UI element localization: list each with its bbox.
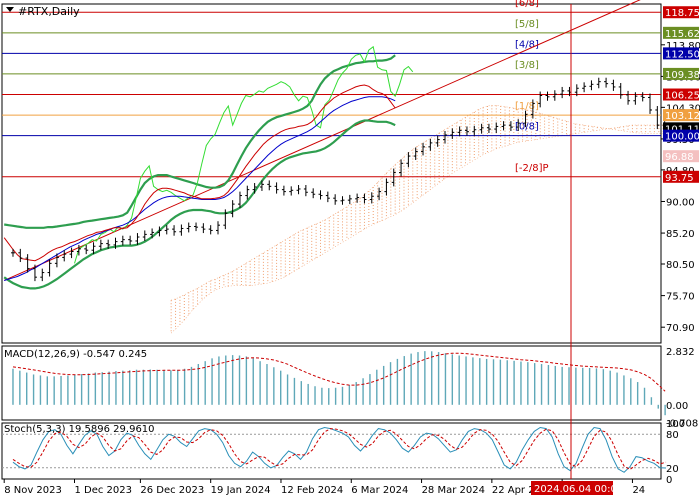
x-tick-label: 6 Mar 2024 [351, 485, 408, 496]
price-label-text: 93.75 [665, 173, 694, 184]
bollinger-lower [3, 119, 396, 290]
stoch-tick-label: 20 [666, 464, 679, 475]
cursor-time-text: 2024.06.04 00:00 [534, 484, 623, 495]
price-label-bg [663, 26, 699, 39]
stoch-tick-label: 0 [666, 475, 672, 486]
main-pane-frame [1, 3, 662, 344]
price-label-bg [663, 88, 699, 101]
price-label: 109.38 [663, 67, 700, 81]
chart-title: #RTX,Daily [18, 5, 80, 18]
x-tick-label: 22 Apr 2024 [492, 485, 554, 496]
y-tick-label: 85.20 [666, 229, 695, 240]
y-tick-label: 75.70 [666, 292, 695, 303]
price-label-text: 115.62 [665, 29, 700, 40]
stoch-tick-label: 100 [666, 419, 685, 430]
price-label: 118.75 [663, 6, 700, 19]
macd-title: MACD(12,26,9) -0.547 0.245 [4, 349, 147, 360]
bollinger-upper [4, 54, 396, 229]
murrey-level-label: [1/8] [515, 101, 539, 112]
murrey-level-label: [3/8] [515, 60, 539, 71]
price-label: 103.12 [663, 109, 700, 122]
price-label-bg [663, 47, 699, 60]
price-label-text: 100.00 [665, 132, 700, 143]
murrey-level-label: [-2/8]P [515, 163, 549, 174]
chikou-span [74, 45, 414, 264]
main-price-pane[interactable]: 70.9075.7080.5085.2090.0094.8099.50104.3… [1, 0, 700, 344]
price-label-bg [663, 129, 699, 142]
price-label-text: 112.50 [665, 49, 700, 60]
stoch-main-line [12, 426, 667, 473]
y-tick-label: 70.90 [666, 323, 695, 334]
price-label-text: 103.12 [665, 111, 700, 122]
collapse-triangle-icon[interactable] [6, 7, 14, 12]
price-label-bg [663, 150, 699, 163]
price-label: 106.25 [663, 88, 700, 102]
price-label-text: 109.38 [665, 70, 700, 81]
stoch-tick-label: 80 [666, 430, 679, 441]
x-tick-label: 28 Mar 2024 [422, 485, 485, 496]
price-label-text: 96.88 [665, 152, 694, 163]
moving-average-red [3, 84, 396, 262]
price-label-bg [663, 122, 699, 135]
murrey-level-label: [4/8] [515, 39, 539, 50]
murrey-level-label: [0/8] [515, 122, 539, 133]
stoch-pane-frame [1, 422, 662, 480]
macd-pane[interactable]: 2.832 0.00 -0.708 [1, 345, 698, 429]
macd-pane-frame [1, 345, 662, 421]
moving-average-blue [4, 96, 396, 281]
price-label-text: 106.25 [665, 91, 700, 102]
x-tick-label: 8 Nov 2023 [4, 485, 62, 496]
macd-signal-line [12, 352, 666, 392]
y-tick-label: 104.30 [666, 103, 700, 114]
x-tick-label: 19 Jan 2024 [211, 485, 271, 496]
price-label-bg [663, 6, 699, 19]
price-label-bg [663, 170, 699, 183]
price-label: 93.75 [663, 170, 699, 184]
price-label: 96.88 [663, 150, 699, 163]
price-label-text: 118.75 [665, 8, 700, 19]
macd-tick-label: 0.00 [666, 401, 688, 412]
x-tick-label: 1 Dec 2023 [74, 485, 132, 496]
cursor-time-label: 2024.06.04 00:00 [531, 481, 623, 495]
x-tick-label: 26 Dec 2023 [140, 485, 204, 496]
x-tick-label: 24 [632, 485, 645, 496]
y-tick-label: 113.80 [666, 41, 700, 52]
murrey-level-label: [5/8] [515, 19, 539, 30]
price-label: 112.50 [663, 47, 700, 60]
x-tick-label: 12 Feb 2024 [281, 485, 343, 496]
y-tick-label: 90.00 [666, 197, 695, 208]
price-label: 115.62 [663, 26, 700, 40]
price-label-bg [663, 67, 699, 80]
macd-tick-label: -0.708 [666, 418, 698, 429]
price-label: 100.00 [663, 129, 700, 143]
price-label-bg [663, 109, 699, 122]
macd-tick-label: 2.832 [666, 347, 695, 358]
murrey-level-label: [6/8] [515, 0, 539, 9]
y-tick-label: 80.50 [666, 260, 695, 271]
stoch-title: Stoch(5,3,3) 19.5896 29.9610 [4, 424, 155, 435]
